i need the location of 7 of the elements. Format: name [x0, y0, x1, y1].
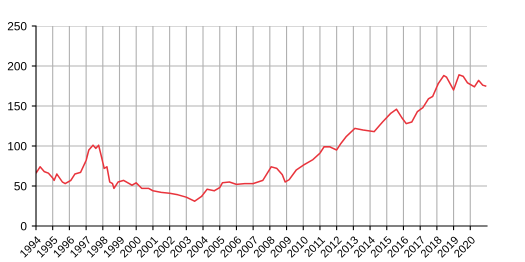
y-tick-label: 250 [8, 22, 27, 30]
y-tick-label: 0 [20, 222, 27, 230]
y-tick-label: 100 [8, 142, 27, 150]
line-series [36, 74, 486, 202]
y-tick-label: 50 [14, 182, 27, 190]
y-tick-label: 200 [8, 62, 27, 70]
y-tick-label: 150 [8, 102, 27, 110]
